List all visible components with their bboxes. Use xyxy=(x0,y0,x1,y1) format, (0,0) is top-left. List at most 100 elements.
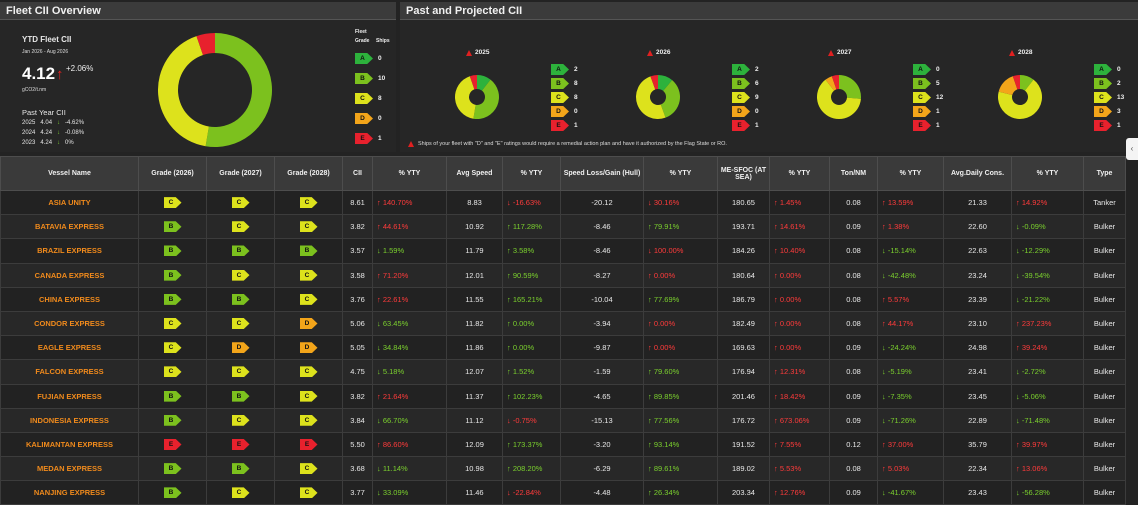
vessel-name[interactable]: CONDOR EXPRESS xyxy=(34,319,105,329)
table-row[interactable]: INDONESIA EXPRESS B C C 3.84 ↓ 66.70% 11.12 ↓ -… xyxy=(0,407,1126,433)
vessel-name-cell[interactable]: ASIA UNITY xyxy=(0,189,139,216)
column-header[interactable]: Avg Speed xyxy=(446,156,503,191)
grade-2028-cell: C xyxy=(274,407,343,433)
vessel-name[interactable]: BRAZIL EXPRESS xyxy=(37,246,102,256)
yty-value: 117.28% xyxy=(512,222,542,232)
avg-daily-cons-cell: 21.33 xyxy=(943,189,1012,216)
column-header[interactable]: % YTY xyxy=(502,156,561,191)
donut-slice-grade-c[interactable] xyxy=(455,76,476,119)
vessel-name[interactable]: EAGLE EXPRESS xyxy=(37,343,102,353)
vessel-name[interactable]: INDONESIA EXPRESS xyxy=(30,415,109,425)
table-row[interactable]: FALCON EXPRESS C C C 4.75 ↓ 5.18% 12.07 ↑ 1.52%… xyxy=(0,359,1126,385)
vessel-name[interactable]: FALCON EXPRESS xyxy=(35,367,104,377)
table-row[interactable]: EAGLE EXPRESS C D D 5.05 ↓ 34.84% 11.86 ↑ 0.00%… xyxy=(0,335,1126,361)
ton-nm-cell: 0.09 xyxy=(829,214,878,240)
table-row[interactable]: CHINA EXPRESS B B C 3.76 ↑ 22.61% 11.55 ↑ 165.2… xyxy=(0,286,1126,312)
grade-letter: B xyxy=(168,416,174,424)
column-header[interactable]: Grade (2026) xyxy=(138,156,207,191)
arrow-up-icon: ↑ xyxy=(882,319,886,329)
vessel-name-cell[interactable]: CANADA EXPRESS xyxy=(0,262,139,288)
table-row[interactable]: BATAVIA EXPRESS B C C 3.82 ↑ 44.61% 10.92 ↑ 117… xyxy=(0,214,1126,240)
donut-slice-grade-b[interactable] xyxy=(1020,75,1034,91)
table-row[interactable]: MEDAN EXPRESS B B C 3.68 ↓ 11.14% 10.98 ↑ 208.2… xyxy=(0,456,1126,482)
vessel-name[interactable]: BATAVIA EXPRESS xyxy=(35,222,104,232)
donut-slice-grade-b[interactable] xyxy=(473,79,499,119)
table-row[interactable]: NANJING EXPRESS B C C 3.77 ↓ 33.09% 11.46 ↓ -22… xyxy=(0,480,1126,505)
donut-slice-grade-e[interactable] xyxy=(1012,75,1020,90)
speed-loss-cell: -10.04 xyxy=(560,286,644,312)
yty-cell: ↑ 673.06% xyxy=(769,407,830,433)
donut-slice-grade-e[interactable] xyxy=(831,75,839,90)
vessel-name[interactable]: FUJIAN EXPRESS xyxy=(37,391,102,401)
vessel-name[interactable]: MEDAN EXPRESS xyxy=(36,464,102,474)
vessel-name-cell[interactable]: CONDOR EXPRESS xyxy=(0,310,139,337)
column-header[interactable]: % YTY xyxy=(643,156,718,191)
table-row[interactable]: KALIMANTAN EXPRESS E E E 5.50 ↑ 86.60% 12.09 ↑ … xyxy=(0,431,1126,458)
avg-speed-cell: 11.37 xyxy=(446,383,503,409)
table-row[interactable]: CONDOR EXPRESS C C D 5.06 ↓ 63.45% 11.82 ↑ 0.00… xyxy=(0,310,1126,337)
column-header[interactable]: Grade (2028) xyxy=(274,156,343,191)
year-ship-count: 3 xyxy=(1117,108,1121,115)
vessel-name-cell[interactable]: NANJING EXPRESS xyxy=(0,480,139,505)
donut-slice-grade-e[interactable] xyxy=(469,75,477,90)
grade-badge: A xyxy=(913,64,931,75)
yty-value: 89.61% xyxy=(653,464,680,474)
arrow-up-icon: ↑ xyxy=(774,391,778,401)
vessel-name[interactable]: CHINA EXPRESS xyxy=(39,294,100,304)
donut-slice-grade-c[interactable] xyxy=(998,79,1042,119)
side-panel-toggle-button[interactable]: ‹ xyxy=(1126,138,1138,160)
vessel-name-cell[interactable]: BRAZIL EXPRESS xyxy=(0,238,139,264)
donut-slice-grade-b[interactable] xyxy=(205,33,272,147)
column-header[interactable]: % YTY xyxy=(1011,156,1084,191)
vessel-name-cell[interactable]: FALCON EXPRESS xyxy=(0,359,139,385)
yty-cell: ↓ -12.29% xyxy=(1011,238,1084,264)
vessel-name-cell[interactable]: KALIMANTAN EXPRESS xyxy=(0,431,139,458)
arrow-down-icon: ↓ xyxy=(507,198,511,208)
vessel-name-cell[interactable]: BATAVIA EXPRESS xyxy=(0,214,139,240)
vessel-name-cell[interactable]: EAGLE EXPRESS xyxy=(0,335,139,361)
arrow-up-icon: ↑ xyxy=(1016,439,1020,449)
table-row[interactable]: ASIA UNITY C C C 8.61 ↑ 140.70% 8.83 ↓ -16.63% -… xyxy=(0,189,1126,216)
yty-cell: ↓ -56.28% xyxy=(1011,480,1084,505)
grade-letter: C xyxy=(236,489,242,497)
table-row[interactable]: CANADA EXPRESS B C C 3.58 ↑ 71.20% 12.01 ↑ 90.5… xyxy=(0,262,1126,288)
column-header[interactable]: Type xyxy=(1083,156,1126,191)
vessel-name[interactable]: ASIA UNITY xyxy=(48,198,91,208)
table-row[interactable]: BRAZIL EXPRESS B B B 3.57 ↓ 1.59% 11.79 ↑ 3.58%… xyxy=(0,238,1126,264)
column-header[interactable]: Ton/NM xyxy=(829,156,878,191)
yty-cell: ↑ 1.52% xyxy=(502,359,561,385)
donut-slice-grade-d[interactable] xyxy=(998,76,1018,96)
grade-2028-cell: E xyxy=(274,431,343,458)
year-ship-count: 8 xyxy=(574,94,578,101)
vessel-name-cell[interactable]: MEDAN EXPRESS xyxy=(0,456,139,482)
column-header[interactable]: CII xyxy=(342,156,373,191)
donut-slice-grade-b[interactable] xyxy=(839,75,861,99)
vessel-name[interactable]: CANADA EXPRESS xyxy=(34,270,105,280)
vessel-name-cell[interactable]: CHINA EXPRESS xyxy=(0,286,139,312)
donut-slice-grade-e[interactable] xyxy=(196,33,215,56)
vessel-name-cell[interactable]: INDONESIA EXPRESS xyxy=(0,407,139,433)
donut-slice-grade-a[interactable] xyxy=(477,75,491,91)
column-header[interactable]: Vessel Name xyxy=(0,156,139,191)
donut-slice-grade-c[interactable] xyxy=(817,79,861,119)
donut-slice-grade-c[interactable] xyxy=(636,76,666,119)
donut-slice-grade-a[interactable] xyxy=(658,75,673,91)
yty-cell: ↓ -7.35% xyxy=(877,383,944,409)
column-header[interactable]: ME-SFOC (AT SEA) xyxy=(717,156,770,191)
column-header[interactable]: Grade (2027) xyxy=(206,156,275,191)
table-row[interactable]: FUJIAN EXPRESS B B C 3.82 ↑ 21.64% 11.37 ↑ 102.… xyxy=(0,383,1126,409)
donut-slice-grade-b[interactable] xyxy=(660,80,680,118)
donut-slice-grade-e[interactable] xyxy=(650,75,658,90)
column-header[interactable]: Speed Loss/Gain (Hull) xyxy=(560,156,644,191)
column-header[interactable]: Avg.Daily Cons. xyxy=(943,156,1012,191)
vessel-name-cell[interactable]: FUJIAN EXPRESS xyxy=(0,383,139,409)
column-header[interactable]: % YTY xyxy=(877,156,944,191)
column-header[interactable]: % YTY xyxy=(372,156,447,191)
column-header[interactable]: % YTY xyxy=(769,156,830,191)
donut-slice-grade-c[interactable] xyxy=(158,36,209,147)
donut-slice-grade-d[interactable] xyxy=(825,76,837,91)
vessel-name[interactable]: NANJING EXPRESS xyxy=(33,488,106,498)
vessel-name[interactable]: KALIMANTAN EXPRESS xyxy=(26,439,113,449)
yty-value: -7.35% xyxy=(887,391,912,401)
